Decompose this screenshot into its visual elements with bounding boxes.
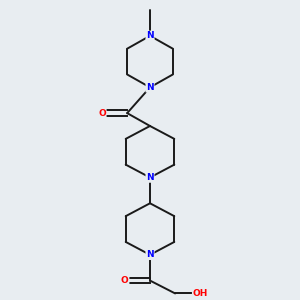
Text: N: N <box>146 83 154 92</box>
Text: O: O <box>121 276 129 285</box>
Text: N: N <box>146 173 154 182</box>
Text: O: O <box>98 109 106 118</box>
Text: OH: OH <box>193 289 208 298</box>
Text: N: N <box>146 250 154 259</box>
Text: N: N <box>146 31 154 40</box>
